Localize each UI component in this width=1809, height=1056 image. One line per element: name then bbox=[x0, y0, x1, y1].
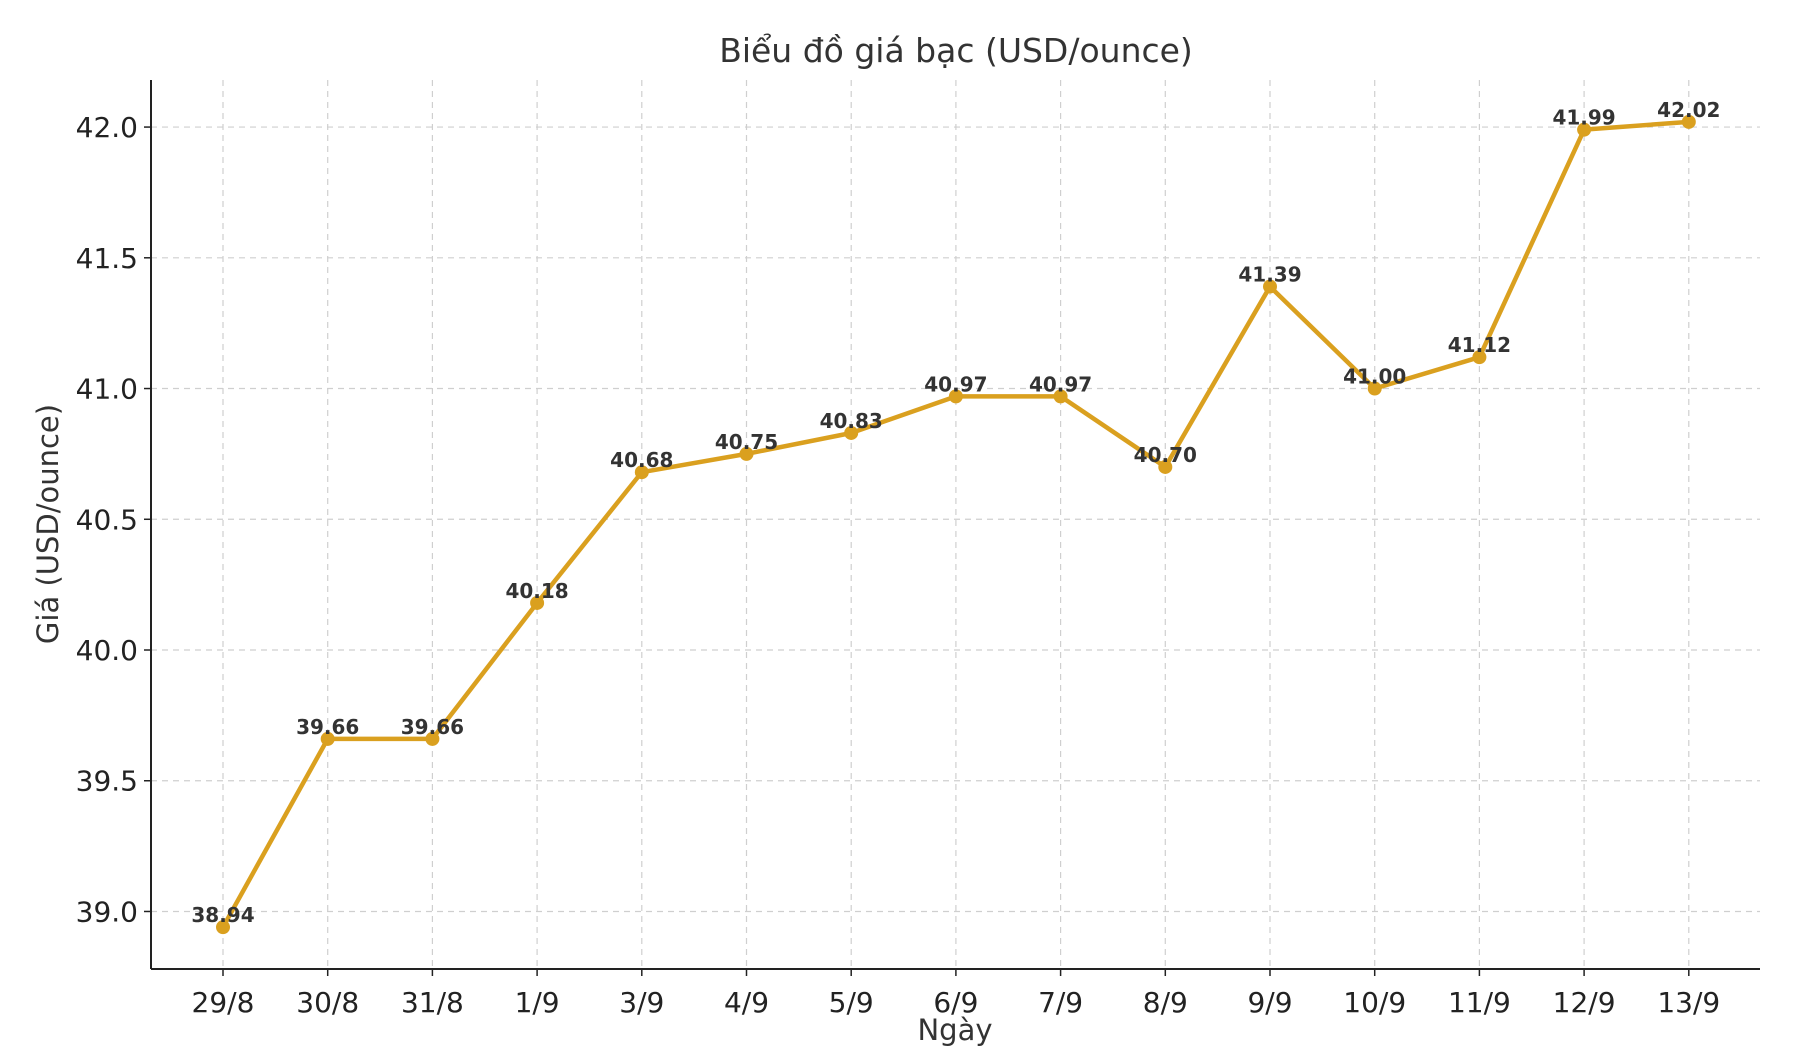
data-label: 40.70 bbox=[1134, 443, 1197, 467]
data-label: 38.94 bbox=[191, 903, 254, 927]
data-label: 39.66 bbox=[296, 715, 359, 739]
x-tick-label: 12/9 bbox=[1553, 986, 1616, 1019]
data-point bbox=[530, 595, 545, 610]
data-label: 41.39 bbox=[1238, 263, 1301, 287]
data-point bbox=[1263, 279, 1277, 294]
data-point bbox=[1158, 459, 1173, 474]
x-tick-label: 7/9 bbox=[1038, 986, 1083, 1019]
data-label: 40.18 bbox=[505, 579, 568, 603]
x-tick-label: 30/8 bbox=[296, 986, 359, 1019]
data-label: 41.12 bbox=[1448, 333, 1511, 357]
data-point bbox=[1577, 122, 1592, 137]
x-tick-label: 31/8 bbox=[401, 986, 464, 1019]
y-tick-label: 41.5 bbox=[76, 242, 138, 275]
x-tick-label: 1/9 bbox=[515, 986, 560, 1019]
data-point bbox=[1472, 350, 1487, 365]
y-tick-label: 41.0 bbox=[76, 373, 138, 406]
data-labels: 38.94 39.66 39.66 40.18 40.68 40.75 40.83 40.97… bbox=[191, 98, 1720, 927]
y-tick-label: 42.0 bbox=[76, 111, 138, 144]
x-tick-label: 10/9 bbox=[1343, 986, 1406, 1019]
data-label: 41.00 bbox=[1343, 365, 1406, 389]
grid-lines bbox=[151, 80, 1760, 969]
x-tick-label: 5/9 bbox=[829, 986, 874, 1019]
y-tick-label: 39.5 bbox=[76, 765, 138, 798]
data-label: 39.66 bbox=[401, 715, 464, 739]
x-tick-label: 9/9 bbox=[1247, 986, 1292, 1019]
axis-ticks: 29/8 30/8 31/8 1/9 3/9 4/9 5/9 6/9 7/9 8/9 9/9 10/9… bbox=[76, 111, 1721, 1019]
data-label: 40.97 bbox=[1029, 372, 1092, 396]
data-point bbox=[1053, 389, 1068, 404]
data-label: 42.02 bbox=[1657, 98, 1720, 122]
data-label: 41.99 bbox=[1552, 106, 1615, 130]
data-point bbox=[425, 731, 440, 746]
x-tick-label: 13/9 bbox=[1657, 986, 1720, 1019]
data-label: 40.97 bbox=[924, 372, 987, 396]
data-label: 40.68 bbox=[610, 448, 673, 472]
y-tick-label: 40.5 bbox=[76, 503, 138, 536]
chart-title: Biểu đồ giá bạc (USD/ounce) bbox=[719, 31, 1193, 70]
data-point bbox=[216, 920, 230, 935]
y-tick-label: 40.0 bbox=[76, 634, 138, 667]
x-tick-label: 29/8 bbox=[192, 986, 255, 1019]
y-tick-label: 39.0 bbox=[76, 895, 138, 928]
data-point bbox=[320, 731, 335, 746]
x-axis-label: Ngày bbox=[917, 1013, 992, 1047]
x-tick-label: 11/9 bbox=[1448, 986, 1511, 1019]
data-points bbox=[216, 114, 1696, 935]
data-point bbox=[739, 446, 754, 461]
data-label: 40.83 bbox=[820, 409, 883, 433]
y-axis-label: Giá (USD/ounce) bbox=[31, 404, 65, 644]
data-point bbox=[948, 389, 963, 404]
data-point bbox=[844, 425, 859, 440]
data-point bbox=[634, 465, 649, 480]
data-label: 40.75 bbox=[715, 430, 778, 454]
data-point bbox=[1367, 381, 1382, 396]
x-tick-label: 8/9 bbox=[1143, 986, 1188, 1019]
x-tick-label: 4/9 bbox=[724, 986, 769, 1019]
x-tick-label: 3/9 bbox=[619, 986, 664, 1019]
data-point bbox=[1681, 114, 1696, 129]
x-tick-label: 6/9 bbox=[933, 986, 978, 1019]
